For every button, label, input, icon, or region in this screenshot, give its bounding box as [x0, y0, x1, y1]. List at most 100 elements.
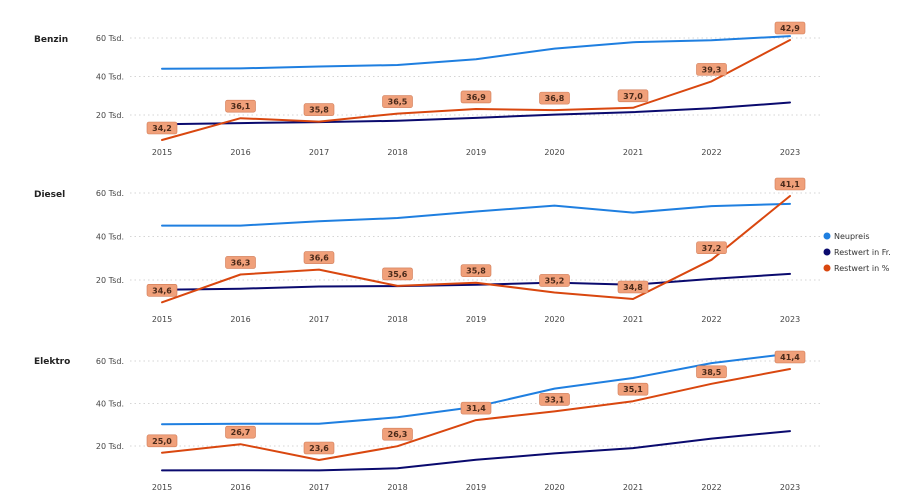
data-label-box: [146, 121, 178, 135]
data-label-box: [460, 90, 492, 104]
x-tick-label: 2023: [780, 315, 800, 324]
y-tick-label: 20 Tsd.: [96, 111, 124, 120]
data-label-box: [303, 103, 335, 116]
panel-title: Benzin: [34, 35, 68, 45]
y-tick-label: 40 Tsd.: [96, 400, 124, 409]
x-tick-label: 2020: [544, 483, 564, 492]
data-label-box: [225, 256, 256, 269]
legend: Neupreis Restwert in Fr. Restwert in %: [823, 232, 891, 273]
x-tick-label: 2016: [230, 148, 250, 157]
data-label-box: [382, 95, 413, 108]
y-tick-label: 60 Tsd.: [96, 357, 124, 366]
data-label: 31,4: [466, 404, 486, 413]
data-label-box: [774, 350, 806, 364]
y-tick-label: 60 Tsd.: [96, 189, 124, 198]
x-tick-label: 2022: [701, 148, 721, 157]
data-label: 41,4: [780, 353, 800, 362]
x-tick-label: 2015: [152, 483, 172, 492]
data-label: 41,1: [780, 180, 800, 189]
data-label: 38,5: [702, 368, 722, 377]
data-label: 37,2: [702, 244, 722, 253]
series-line-restwert-in-fr-: [161, 430, 791, 472]
data-label-box: [696, 63, 727, 76]
series-line-restwert-in-: [161, 368, 791, 461]
data-label-box: [696, 241, 727, 255]
y-tick-label: 20 Tsd.: [96, 442, 124, 451]
series-line-neupreis: [161, 35, 791, 70]
data-label-box: [382, 267, 413, 281]
y-tick-label: 40 Tsd.: [96, 233, 124, 242]
x-tick-label: 2023: [780, 148, 800, 157]
data-label: 37,0: [623, 92, 643, 101]
data-label-box: [225, 425, 256, 439]
series-line-neupreis: [161, 202, 791, 227]
data-label: 23,6: [309, 444, 329, 453]
x-tick-label: 2016: [230, 483, 250, 492]
data-label: 36,6: [309, 254, 329, 263]
legend-label: Restwert in Fr.: [834, 248, 891, 257]
data-label: 42,9: [780, 24, 800, 33]
chart-panel-diesel: Diesel 20 Tsd. 40 Tsd. 60 Tsd. 2015 2016 2017 2…: [34, 177, 820, 324]
data-label-box: [382, 427, 413, 441]
x-tick-label: 2019: [466, 148, 486, 157]
data-label: 26,7: [231, 428, 251, 437]
x-tick-label: 2015: [152, 148, 172, 157]
y-tick-label: 40 Tsd.: [96, 73, 124, 82]
x-tick-label: 2017: [309, 148, 329, 157]
chart-panel-benzin: Benzin 20 Tsd. 40 Tsd. 60 Tsd. 2015 2016 2017 2…: [34, 21, 820, 157]
panel-title: Elektro: [34, 357, 70, 367]
data-label: 34,8: [623, 283, 643, 292]
data-label: 36,1: [231, 102, 251, 111]
data-label: 33,1: [545, 395, 565, 404]
data-label: 25,0: [152, 437, 172, 446]
x-tick-label: 2018: [387, 315, 407, 324]
data-label-box: [303, 251, 335, 264]
data-label: 36,9: [466, 93, 486, 102]
data-label-box: [225, 99, 256, 113]
x-tick-label: 2021: [623, 483, 643, 492]
x-tick-label: 2018: [387, 148, 407, 157]
data-label-box: [146, 283, 178, 297]
data-label-box: [617, 89, 649, 103]
data-label-box: [774, 177, 806, 191]
series-line-restwert-in-fr-: [161, 272, 791, 291]
data-label: 26,3: [388, 430, 408, 439]
x-tick-label: 2022: [701, 315, 721, 324]
data-label: 35,2: [545, 276, 565, 285]
data-label-box: [696, 365, 727, 379]
x-tick-label: 2017: [309, 315, 329, 324]
y-tick-label: 20 Tsd.: [96, 276, 124, 285]
data-label: 36,3: [231, 258, 251, 267]
x-tick-label: 2017: [309, 483, 329, 492]
series-line-restwert-in-: [161, 39, 791, 141]
data-label: 35,8: [466, 267, 486, 276]
x-tick-label: 2023: [780, 483, 800, 492]
data-label: 34,6: [152, 286, 172, 295]
x-tick-label: 2021: [623, 148, 643, 157]
x-tick-label: 2020: [544, 315, 564, 324]
data-label-box: [146, 434, 178, 448]
data-label: 36,8: [545, 94, 565, 103]
data-label-box: [617, 382, 649, 396]
data-label-box: [460, 264, 492, 277]
legend-marker: [823, 248, 831, 256]
legend-label: Neupreis: [834, 232, 869, 241]
x-tick-label: 2022: [701, 483, 721, 492]
legend-label: Restwert in %: [834, 264, 890, 273]
data-label: 34,2: [152, 124, 172, 133]
y-tick-label: 60 Tsd.: [96, 34, 124, 43]
x-tick-label: 2019: [466, 483, 486, 492]
data-label-box: [303, 441, 335, 455]
data-label: 35,6: [388, 270, 408, 279]
x-tick-label: 2018: [387, 483, 407, 492]
data-label-box: [617, 280, 649, 294]
data-label-box: [539, 274, 570, 287]
panel-title: Diesel: [34, 190, 65, 200]
data-label-box: [774, 21, 806, 35]
data-label-box: [460, 401, 492, 415]
series-line-restwert-in-fr-: [161, 101, 791, 126]
data-label-box: [539, 91, 570, 105]
data-label-box: [539, 393, 570, 406]
